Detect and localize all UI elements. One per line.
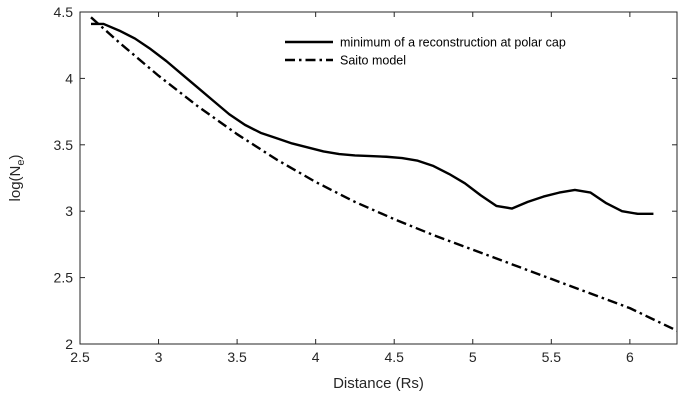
x-axis-label: Distance (Rs) bbox=[333, 375, 424, 392]
series-line-2 bbox=[90, 16, 677, 332]
x-tick-label: 6 bbox=[626, 349, 634, 365]
y-axis-label: log(Ne) bbox=[7, 155, 27, 202]
y-tick-label: 4.5 bbox=[54, 4, 74, 20]
x-tick-label: 3 bbox=[155, 349, 163, 365]
series-line-1 bbox=[91, 22, 654, 216]
x-tick-label: 5.5 bbox=[542, 349, 562, 365]
y-tick-label: 3 bbox=[65, 203, 73, 219]
x-tick-label: 4 bbox=[312, 349, 320, 365]
x-tick-label: 2.5 bbox=[70, 349, 90, 365]
x-tick-label: 4.5 bbox=[384, 349, 404, 365]
y-tick-label: 3.5 bbox=[54, 137, 74, 153]
x-tick-label: 3.5 bbox=[227, 349, 247, 365]
legend-label-2: Saito model bbox=[340, 54, 406, 68]
y-axis-label-close: ) bbox=[7, 155, 24, 160]
y-tick-label: 2 bbox=[65, 336, 73, 352]
y-axis-label-main: log(N bbox=[7, 166, 24, 202]
y-tick-label: 4 bbox=[65, 70, 73, 86]
x-tick-label: 5 bbox=[469, 349, 477, 365]
y-tick-label: 2.5 bbox=[54, 270, 74, 286]
y-axis-label-subscript: e bbox=[15, 160, 27, 166]
legend-label-1: minimum of a reconstruction at polar cap bbox=[340, 36, 566, 50]
